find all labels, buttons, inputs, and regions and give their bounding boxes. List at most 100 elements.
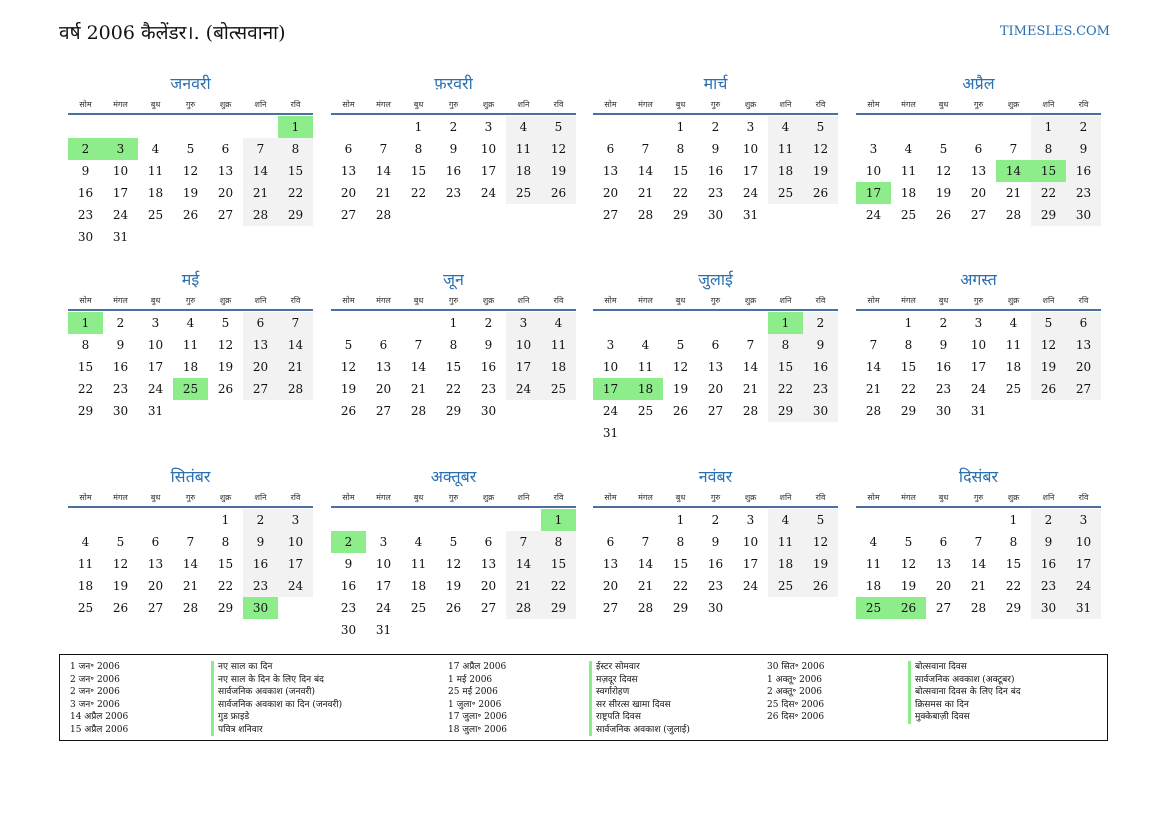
day-cell[interactable]: 28 <box>182 601 199 615</box>
day-cell[interactable]: 20 <box>340 186 357 200</box>
day-cell[interactable]: 25 <box>77 601 94 615</box>
day-cell[interactable]: 26 <box>340 404 357 418</box>
day-cell[interactable]: 10 <box>506 334 541 356</box>
day-cell[interactable]: 21 <box>637 579 654 593</box>
day-cell[interactable]: 13 <box>340 164 357 178</box>
day-cell[interactable]: 24 <box>1066 575 1101 597</box>
day-cell[interactable]: 7 <box>641 535 650 549</box>
day-cell[interactable]: 8 <box>221 535 230 549</box>
day-cell[interactable]: 18 <box>541 356 576 378</box>
day-cell[interactable]: 1 <box>221 513 230 527</box>
day-cell[interactable]: 10 <box>742 535 759 549</box>
day-cell[interactable]: 8 <box>81 338 90 352</box>
day-cell[interactable]: 22 <box>900 382 917 396</box>
day-cell[interactable]: 5 <box>904 535 913 549</box>
day-cell[interactable]: 27 <box>147 601 164 615</box>
day-cell[interactable]: 19 <box>1031 356 1066 378</box>
day-cell[interactable]: 11 <box>77 557 94 571</box>
day-cell[interactable]: 16 <box>243 553 278 575</box>
day-cell[interactable]: 19 <box>182 186 199 200</box>
holiday-day-cell[interactable]: 18 <box>628 378 663 400</box>
day-cell[interactable]: 9 <box>484 338 493 352</box>
day-cell[interactable]: 29 <box>900 404 917 418</box>
day-cell[interactable]: 23 <box>935 382 952 396</box>
day-cell[interactable]: 16 <box>340 579 357 593</box>
day-cell[interactable]: 28 <box>1005 208 1022 222</box>
day-cell[interactable]: 28 <box>865 404 882 418</box>
day-cell[interactable]: 1 <box>904 316 913 330</box>
day-cell[interactable]: 13 <box>480 557 497 571</box>
day-cell[interactable]: 17 <box>506 356 541 378</box>
day-cell[interactable]: 10 <box>112 164 129 178</box>
day-cell[interactable]: 21 <box>506 575 541 597</box>
day-cell[interactable]: 20 <box>375 382 392 396</box>
day-cell[interactable]: 20 <box>602 186 619 200</box>
day-cell[interactable]: 15 <box>410 164 427 178</box>
day-cell[interactable]: 7 <box>186 535 195 549</box>
day-cell[interactable]: 9 <box>449 142 458 156</box>
day-cell[interactable]: 2 <box>1066 116 1101 138</box>
day-cell[interactable]: 6 <box>344 142 353 156</box>
day-cell[interactable]: 26 <box>803 182 838 204</box>
day-cell[interactable]: 25 <box>768 575 803 597</box>
day-cell[interactable]: 6 <box>606 142 615 156</box>
day-cell[interactable]: 14 <box>637 164 654 178</box>
day-cell[interactable]: 9 <box>243 531 278 553</box>
day-cell[interactable]: 6 <box>221 142 230 156</box>
day-cell[interactable]: 21 <box>865 382 882 396</box>
day-cell[interactable]: 24 <box>278 575 313 597</box>
day-cell[interactable]: 20 <box>217 186 234 200</box>
day-cell[interactable]: 6 <box>484 535 493 549</box>
day-cell[interactable]: 28 <box>970 601 987 615</box>
day-cell[interactable]: 3 <box>1066 509 1101 531</box>
day-cell[interactable]: 28 <box>637 601 654 615</box>
day-cell[interactable]: 15 <box>768 356 803 378</box>
day-cell[interactable]: 22 <box>217 579 234 593</box>
day-cell[interactable]: 5 <box>186 142 195 156</box>
day-cell[interactable]: 21 <box>182 579 199 593</box>
day-cell[interactable]: 10 <box>147 338 164 352</box>
day-cell[interactable]: 6 <box>711 338 720 352</box>
day-cell[interactable]: 14 <box>243 160 278 182</box>
day-cell[interactable]: 7 <box>1009 142 1018 156</box>
day-cell[interactable]: 11 <box>768 531 803 553</box>
day-cell[interactable]: 31 <box>742 208 759 222</box>
day-cell[interactable]: 13 <box>602 557 619 571</box>
day-cell[interactable]: 21 <box>375 186 392 200</box>
day-cell[interactable]: 19 <box>112 579 129 593</box>
day-cell[interactable]: 14 <box>637 557 654 571</box>
day-cell[interactable]: 31 <box>147 404 164 418</box>
day-cell[interactable]: 4 <box>1009 316 1018 330</box>
day-cell[interactable]: 11 <box>182 338 199 352</box>
day-cell[interactable]: 14 <box>278 334 313 356</box>
day-cell[interactable]: 12 <box>803 138 838 160</box>
day-cell[interactable]: 25 <box>900 208 917 222</box>
holiday-day-cell[interactable]: 15 <box>1031 160 1066 182</box>
day-cell[interactable]: 30 <box>803 400 838 422</box>
day-cell[interactable]: 20 <box>147 579 164 593</box>
day-cell[interactable]: 27 <box>935 601 952 615</box>
day-cell[interactable]: 31 <box>602 426 619 440</box>
day-cell[interactable]: 18 <box>77 579 94 593</box>
day-cell[interactable]: 13 <box>935 557 952 571</box>
day-cell[interactable]: 18 <box>865 579 882 593</box>
day-cell[interactable]: 16 <box>445 164 462 178</box>
day-cell[interactable]: 4 <box>768 509 803 531</box>
day-cell[interactable]: 5 <box>221 316 230 330</box>
day-cell[interactable]: 3 <box>278 509 313 531</box>
day-cell[interactable]: 17 <box>147 360 164 374</box>
day-cell[interactable]: 24 <box>147 382 164 396</box>
day-cell[interactable]: 23 <box>77 208 94 222</box>
day-cell[interactable]: 28 <box>742 404 759 418</box>
day-cell[interactable]: 11 <box>410 557 427 571</box>
day-cell[interactable]: 13 <box>243 334 278 356</box>
day-cell[interactable]: 8 <box>904 338 913 352</box>
day-cell[interactable]: 22 <box>541 575 576 597</box>
day-cell[interactable]: 16 <box>480 360 497 374</box>
day-cell[interactable]: 3 <box>506 312 541 334</box>
day-cell[interactable]: 29 <box>768 400 803 422</box>
day-cell[interactable]: 18 <box>768 160 803 182</box>
day-cell[interactable]: 3 <box>869 142 878 156</box>
day-cell[interactable]: 24 <box>865 208 882 222</box>
day-cell[interactable]: 9 <box>1031 531 1066 553</box>
